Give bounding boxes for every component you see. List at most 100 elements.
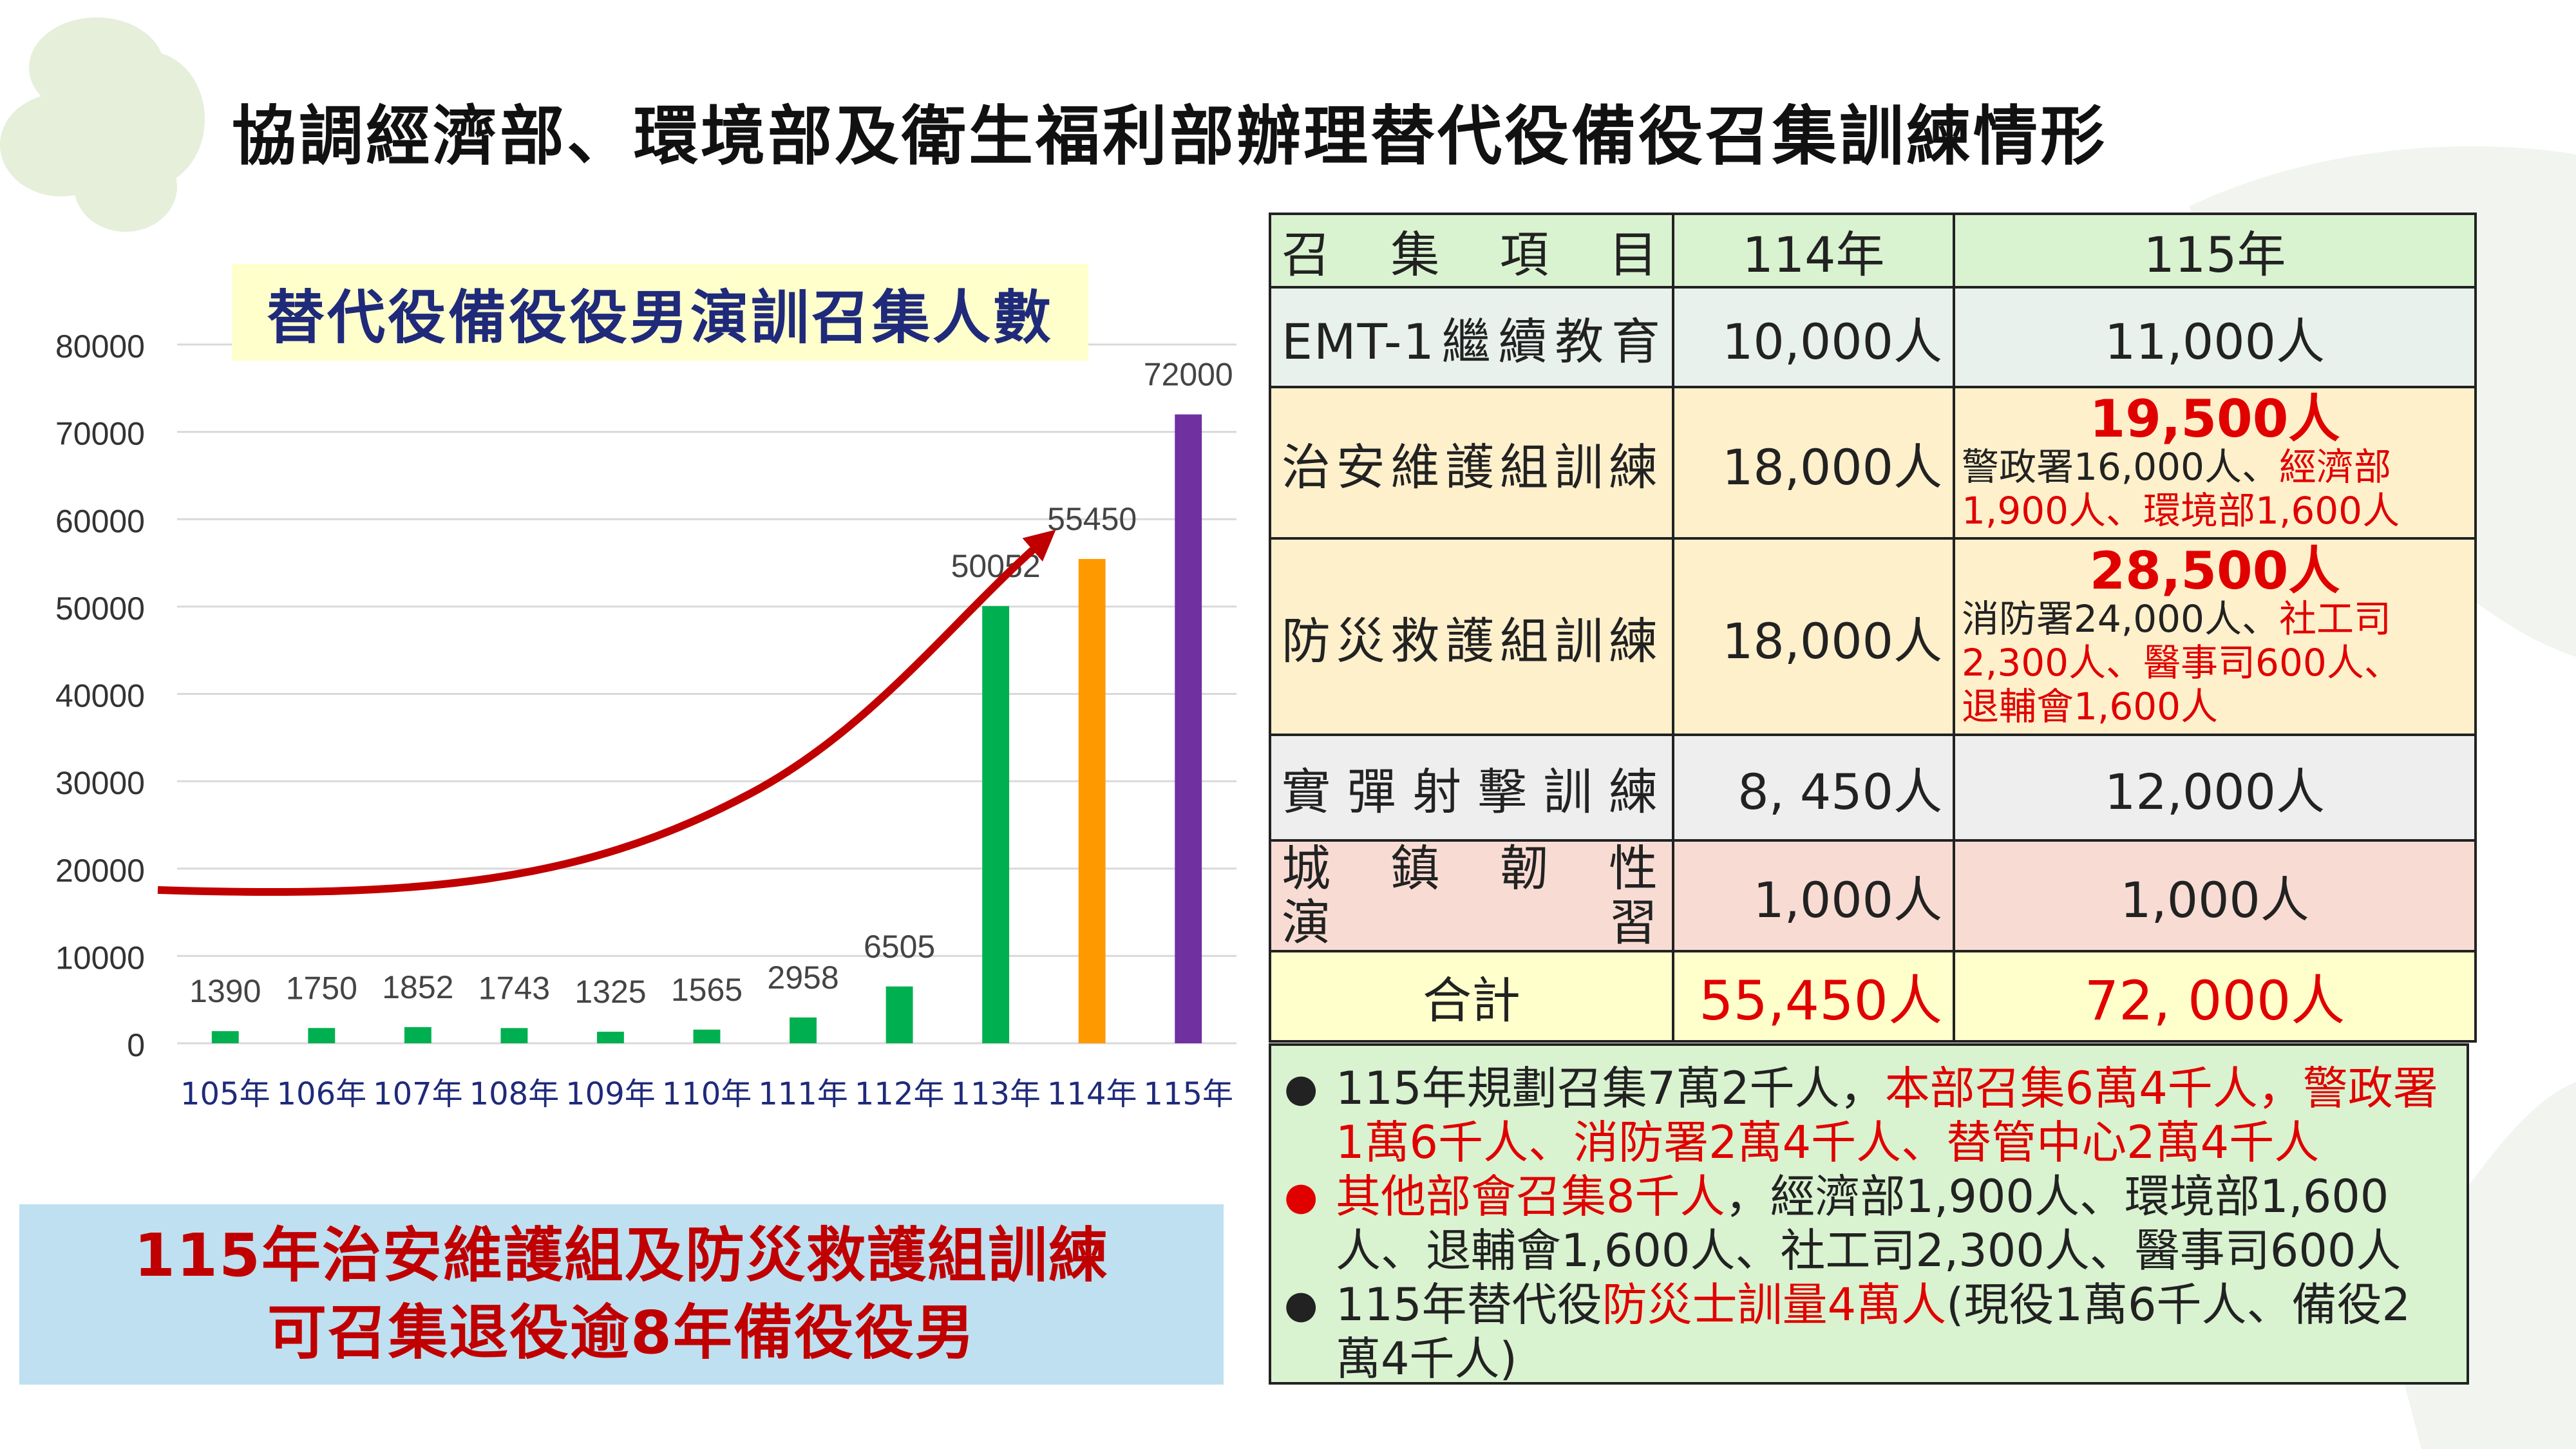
x-tick-label: 105年: [180, 1076, 270, 1112]
note-3a: 115年替代役: [1336, 1278, 1602, 1331]
x-tick-label: 114年: [1047, 1076, 1137, 1112]
table-row-emt: EMT-1繼續教育 10,000人 11,000人: [1269, 286, 2477, 388]
y-tick-label: 0: [127, 1027, 145, 1063]
y-tick-label: 70000: [55, 416, 145, 452]
disaster-detail-2: 社工司: [2278, 596, 2391, 641]
total-115: 72, 000人: [1953, 950, 2477, 1043]
note-3c: (現役1萬6千人、備役2萬4千人): [1336, 1278, 2411, 1385]
note-3b: 防災士訓量4萬人: [1602, 1278, 1947, 1331]
summary-line-2: 可召集退役逾8年備役役男: [267, 1298, 976, 1367]
y-tick-label: 40000: [55, 678, 145, 714]
note-1b: 本部召集6萬4千人，警政署1萬6千人、消防署2萬4千人、替管中心2萬4千人: [1336, 1062, 2438, 1169]
bar: [1175, 414, 1202, 1043]
firing-item: 實彈射擊訓練: [1269, 734, 1674, 842]
disaster-115-total: 28,500人: [2089, 540, 2340, 601]
x-tick-label: 109年: [565, 1076, 656, 1112]
law-detail-3: 1,900人、環境部1,600人: [1962, 488, 2400, 533]
table-row-disaster: 防災救護組訓練 18,000人 28,500人 消防署24,000人、社工司 2,…: [1269, 537, 2477, 736]
x-tick-label: 106年: [277, 1076, 367, 1112]
notes-box: ● 115年規劃召集7萬2千人，本部召集6萬4千人，警政署1萬6千人、消防署2萬…: [1269, 1043, 2469, 1385]
bar: [597, 1032, 624, 1043]
x-tick-label: 107年: [373, 1076, 463, 1112]
bar: [500, 1028, 528, 1043]
data-label: 72000: [1144, 357, 1233, 393]
note-3: ● 115年替代役防災士訓量4萬人(現役1萬6千人、備役2萬4千人): [1284, 1278, 2454, 1386]
total-item: 合計: [1269, 950, 1674, 1043]
note-2: ● 其他部會召集8千人，經濟部1,900人、環境部1,600人、退輔會1,600…: [1284, 1170, 2454, 1278]
y-tick-label: 80000: [55, 328, 145, 365]
law-item: 治安維護組訓練: [1269, 386, 1674, 540]
data-label: 6505: [864, 929, 935, 965]
bar: [693, 1029, 721, 1043]
law-detail-1: 警政署16,000人、: [1962, 444, 2279, 489]
bar: [1078, 558, 1106, 1043]
urban-item-line2: 演習: [1282, 894, 1662, 951]
y-tick-label: 20000: [55, 853, 145, 889]
emt-114: 10,000人: [1672, 286, 1955, 388]
table-row-total: 合計 55,450人 72, 000人: [1269, 950, 2477, 1043]
data-label: 1743: [478, 970, 550, 1006]
urban-item: 城鎮韌性 演習: [1269, 839, 1674, 952]
note-2a: 其他部會召集8千人: [1336, 1170, 1725, 1223]
law-115-detail: 警政署16,000人、經濟部 1,900人、環境部1,600人: [1962, 445, 2468, 533]
y-tick-label: 60000: [55, 503, 145, 539]
emt-item: EMT-1繼續教育: [1269, 286, 1674, 388]
page-title: 協調經濟部、環境部及衛生福利部辦理替代役備役召集訓練情形: [232, 99, 2107, 174]
bullet-icon: ●: [1284, 1282, 1318, 1327]
firing-115: 12,000人: [1953, 734, 2477, 842]
table-row-urban: 城鎮韌性 演習 1,000人 1,000人: [1269, 839, 2477, 952]
trend-arrow: [157, 529, 1056, 896]
note-1: ● 115年規劃召集7萬2千人，本部召集6萬4千人，警政署1萬6千人、消防署2萬…: [1284, 1061, 2454, 1170]
urban-114: 1,000人: [1672, 839, 1955, 952]
bar-chart: 0 10000 20000 30000 40000 50000 60000 70000 8000…: [55, 328, 1236, 1112]
urban-item-line1: 城鎮韌性: [1282, 840, 1662, 897]
clover-logo-icon: [0, 17, 205, 232]
disaster-detail-4: 退輔會1,600人: [1962, 684, 2219, 728]
header-114: 114年: [1672, 213, 1955, 289]
disaster-115-detail: 消防署24,000人、社工司 2,300人、醫事司600人、 退輔會1,600人: [1962, 597, 2468, 728]
bar: [308, 1028, 336, 1043]
bullet-icon: ●: [1284, 1066, 1318, 1111]
law-115-total: 19,500人: [2089, 388, 2340, 449]
bar: [211, 1031, 239, 1043]
table-header-row: 召集項目 114年 115年: [1269, 213, 2477, 289]
x-tick-label: 112年: [855, 1076, 945, 1112]
law-115-cell: 19,500人 警政署16,000人、經濟部 1,900人、環境部1,600人: [1953, 386, 2477, 540]
x-tick-label: 111年: [758, 1076, 848, 1112]
disaster-detail-3: 2,300人、醫事司600人、: [1962, 640, 2401, 685]
note-1a: 115年規劃召集7萬2千人，: [1336, 1062, 1885, 1115]
data-label: 1325: [574, 974, 646, 1010]
bar: [886, 986, 913, 1043]
header-item: 召集項目: [1269, 213, 1674, 289]
disaster-item: 防災救護組訓練: [1269, 537, 1674, 736]
bar: [404, 1027, 431, 1043]
y-tick-label: 10000: [55, 940, 145, 976]
data-label: 1390: [189, 973, 261, 1009]
x-tick-label: 110年: [662, 1076, 752, 1112]
data-label: 1750: [286, 970, 357, 1006]
firing-114: 8, 450人: [1672, 734, 1955, 842]
law-114: 18,000人: [1672, 386, 1955, 540]
urban-115: 1,000人: [1953, 839, 2477, 952]
x-tick-label: 115年: [1143, 1076, 1233, 1112]
summary-box: 115年治安維護組及防災救護組訓練 可召集退役逾8年備役役男: [19, 1204, 1224, 1385]
disaster-115-cell: 28,500人 消防署24,000人、社工司 2,300人、醫事司600人、 退輔會…: [1953, 537, 2477, 736]
data-label: 55450: [1047, 501, 1137, 537]
disaster-114: 18,000人: [1672, 537, 1955, 736]
data-label: 2958: [767, 960, 838, 996]
emt-115: 11,000人: [1953, 286, 2477, 388]
y-tick-label: 30000: [55, 765, 145, 801]
table-row-firing: 實彈射擊訓練 8, 450人 12,000人: [1269, 734, 2477, 842]
note-2b: ，經濟部1,900人、環境部1,600人、退輔會1,600人、社工司2,300人…: [1336, 1170, 2401, 1277]
x-tick-label: 108年: [469, 1076, 560, 1112]
header-115: 115年: [1953, 213, 2477, 289]
summary-line-1: 115年治安維護組及防災救護組訓練: [133, 1221, 1110, 1290]
training-table: 召集項目 114年 115年 EMT-1繼續教育 10,000人 11,000人…: [1269, 213, 2477, 1043]
bar: [790, 1017, 817, 1043]
total-114: 55,450人: [1672, 950, 1955, 1043]
data-label: 1852: [382, 969, 453, 1005]
x-tick-label: 113年: [951, 1076, 1041, 1112]
bullet-icon: ●: [1284, 1174, 1318, 1219]
law-detail-2: 經濟部: [2278, 444, 2391, 489]
chart-title: 替代役備役役男演訓召集人數: [232, 264, 1088, 361]
